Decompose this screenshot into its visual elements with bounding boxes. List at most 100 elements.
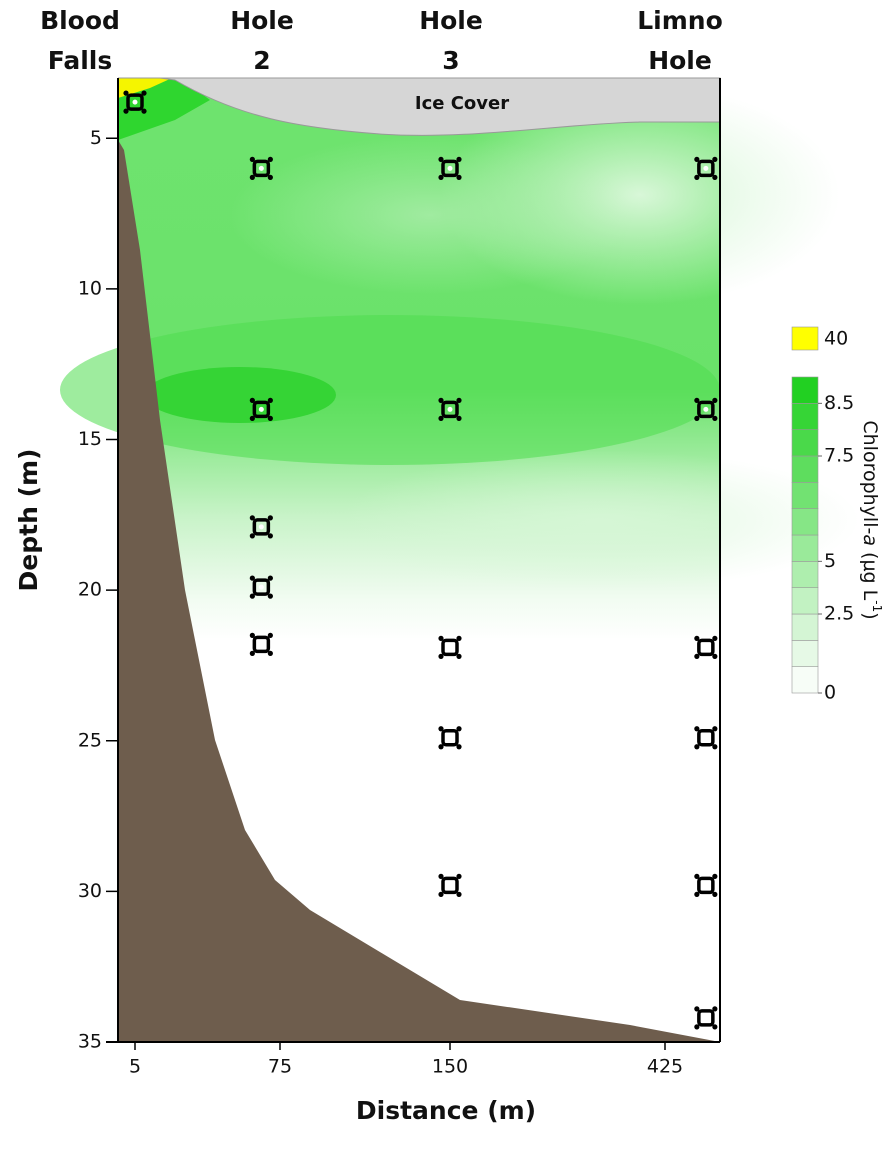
sample-marker xyxy=(249,174,255,180)
colorbar-tick-label: 0 xyxy=(824,682,836,704)
sample-marker xyxy=(447,644,453,650)
colorbar-tick-label: 8.5 xyxy=(824,392,854,414)
sample-marker xyxy=(456,891,462,897)
sample-marker xyxy=(447,882,453,888)
x-tick-label: 150 xyxy=(432,1056,468,1078)
sample-marker xyxy=(703,165,709,171)
sample-marker xyxy=(141,90,147,96)
sample-marker xyxy=(441,159,459,178)
y-tick-label: 35 xyxy=(78,1031,102,1053)
sample-marker xyxy=(438,873,444,879)
sample-marker xyxy=(694,1006,700,1012)
sample-marker xyxy=(252,400,271,419)
sample-marker xyxy=(712,156,718,162)
sample-point xyxy=(249,515,273,539)
sample-point xyxy=(438,873,462,897)
sample-marker xyxy=(249,415,255,421)
sample-marker xyxy=(703,882,709,888)
sample-marker xyxy=(712,653,718,659)
sample-marker xyxy=(712,873,718,879)
sample-marker xyxy=(252,635,271,654)
sample-marker xyxy=(267,593,273,599)
sample-marker xyxy=(438,726,444,732)
sample-marker xyxy=(712,744,718,750)
sample-marker xyxy=(267,515,273,521)
x-tick-label: 425 xyxy=(647,1056,683,1078)
sample-marker xyxy=(694,156,700,162)
sample-marker xyxy=(258,524,264,530)
site-label: Limno xyxy=(637,6,723,35)
colorbar-band xyxy=(791,613,819,641)
sample-marker xyxy=(249,515,255,521)
sample-marker xyxy=(703,735,709,741)
sample-marker xyxy=(123,108,129,114)
sample-marker xyxy=(697,728,715,747)
y-tick-label: 20 xyxy=(78,579,102,601)
sample-marker xyxy=(712,891,718,897)
sample-marker xyxy=(697,1009,715,1027)
sample-marker xyxy=(249,575,255,581)
site-label: 2 xyxy=(253,46,270,75)
sample-marker xyxy=(258,406,264,412)
sample-marker xyxy=(456,635,462,641)
sample-point xyxy=(123,90,147,114)
x-axis-title: Distance (m) xyxy=(356,1096,536,1125)
sample-marker xyxy=(249,650,255,656)
sample-marker xyxy=(694,653,700,659)
sample-marker xyxy=(267,632,273,638)
colorbar-band xyxy=(791,561,819,588)
colorbar-band xyxy=(791,534,819,562)
sample-marker xyxy=(267,156,273,162)
sample-point xyxy=(249,632,273,656)
colorbar-title-part: ) xyxy=(860,612,882,619)
sample-marker xyxy=(267,575,273,581)
sample-marker xyxy=(456,415,462,421)
sample-marker xyxy=(456,156,462,162)
sample-marker xyxy=(694,397,700,403)
colorbar-band xyxy=(791,376,819,404)
colorbar-band xyxy=(791,403,819,430)
sample-marker xyxy=(267,533,273,539)
site-label: Hole xyxy=(648,46,712,75)
sample-point xyxy=(438,726,462,750)
sample-point xyxy=(694,726,718,750)
sample-marker xyxy=(441,728,459,747)
sample-marker xyxy=(438,156,444,162)
colorbar-max-label: 40 xyxy=(824,328,848,350)
sample-marker xyxy=(249,593,255,599)
colorbar-band xyxy=(791,587,819,615)
sample-marker xyxy=(258,584,264,590)
colorbar-title: Chlorophyll-a (µg L-1) xyxy=(860,420,885,619)
sample-marker xyxy=(712,1024,718,1030)
sample-marker xyxy=(249,533,255,539)
sample-marker xyxy=(456,873,462,879)
colorbar-max-box xyxy=(791,326,819,351)
lake-bed xyxy=(118,140,720,1042)
sample-marker xyxy=(703,406,709,412)
site-label: Blood xyxy=(40,6,120,35)
sample-marker xyxy=(456,174,462,180)
sample-marker xyxy=(703,644,709,650)
sample-marker xyxy=(252,578,271,596)
sample-marker xyxy=(441,876,459,895)
sample-marker xyxy=(694,873,700,879)
sample-marker xyxy=(141,108,147,114)
y-tick-label: 10 xyxy=(78,277,102,299)
sample-marker xyxy=(703,1015,709,1021)
sample-marker xyxy=(438,891,444,897)
sample-marker xyxy=(249,397,255,403)
sample-marker xyxy=(712,1006,718,1012)
sample-marker xyxy=(438,397,444,403)
x-tick-label: 75 xyxy=(268,1056,292,1078)
sample-marker xyxy=(456,726,462,732)
colorbar-tick-label: 7.5 xyxy=(824,445,854,467)
y-tick-label: 5 xyxy=(90,127,102,149)
sample-marker xyxy=(456,397,462,403)
y-tick-label: 15 xyxy=(78,428,102,450)
sample-point xyxy=(694,873,718,897)
sample-marker xyxy=(694,744,700,750)
colorbar-band xyxy=(791,455,819,483)
colorbar-title-part: (µg L xyxy=(860,546,882,601)
